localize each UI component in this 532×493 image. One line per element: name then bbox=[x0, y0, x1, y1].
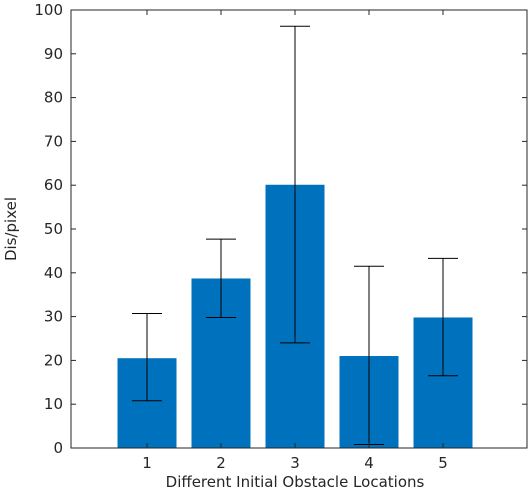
y-tick-label-0: 0 bbox=[53, 439, 63, 457]
y-tick-label-40: 40 bbox=[44, 264, 63, 282]
errorbars-group bbox=[132, 25, 458, 445]
x-tick-label-3: 3 bbox=[290, 454, 300, 472]
x-tick-label-4: 4 bbox=[364, 454, 374, 472]
y-tick-label-50: 50 bbox=[44, 220, 63, 238]
axes-group: 0 10 20 30 40 50 60 70 80 90 100 1 2 3 4 5 bbox=[34, 1, 528, 472]
y-tick-label-20: 20 bbox=[44, 351, 63, 369]
y-tick-label-80: 80 bbox=[44, 89, 63, 107]
y-tick-label-10: 10 bbox=[44, 395, 63, 413]
y-tick-label-100: 100 bbox=[34, 1, 63, 19]
x-tick-label-1: 1 bbox=[142, 454, 152, 472]
y-tick-label-30: 30 bbox=[44, 308, 63, 326]
y-tick-label-60: 60 bbox=[44, 176, 63, 194]
x-tick-label-2: 2 bbox=[216, 454, 226, 472]
y-tick-label-70: 70 bbox=[44, 132, 63, 150]
x-tick-label-5: 5 bbox=[438, 454, 448, 472]
y-tick-label-90: 90 bbox=[44, 45, 63, 63]
y-axis-label: Dis/pixel bbox=[2, 197, 20, 261]
x-axis-label: Different Initial Obstacle Locations bbox=[166, 473, 425, 488]
